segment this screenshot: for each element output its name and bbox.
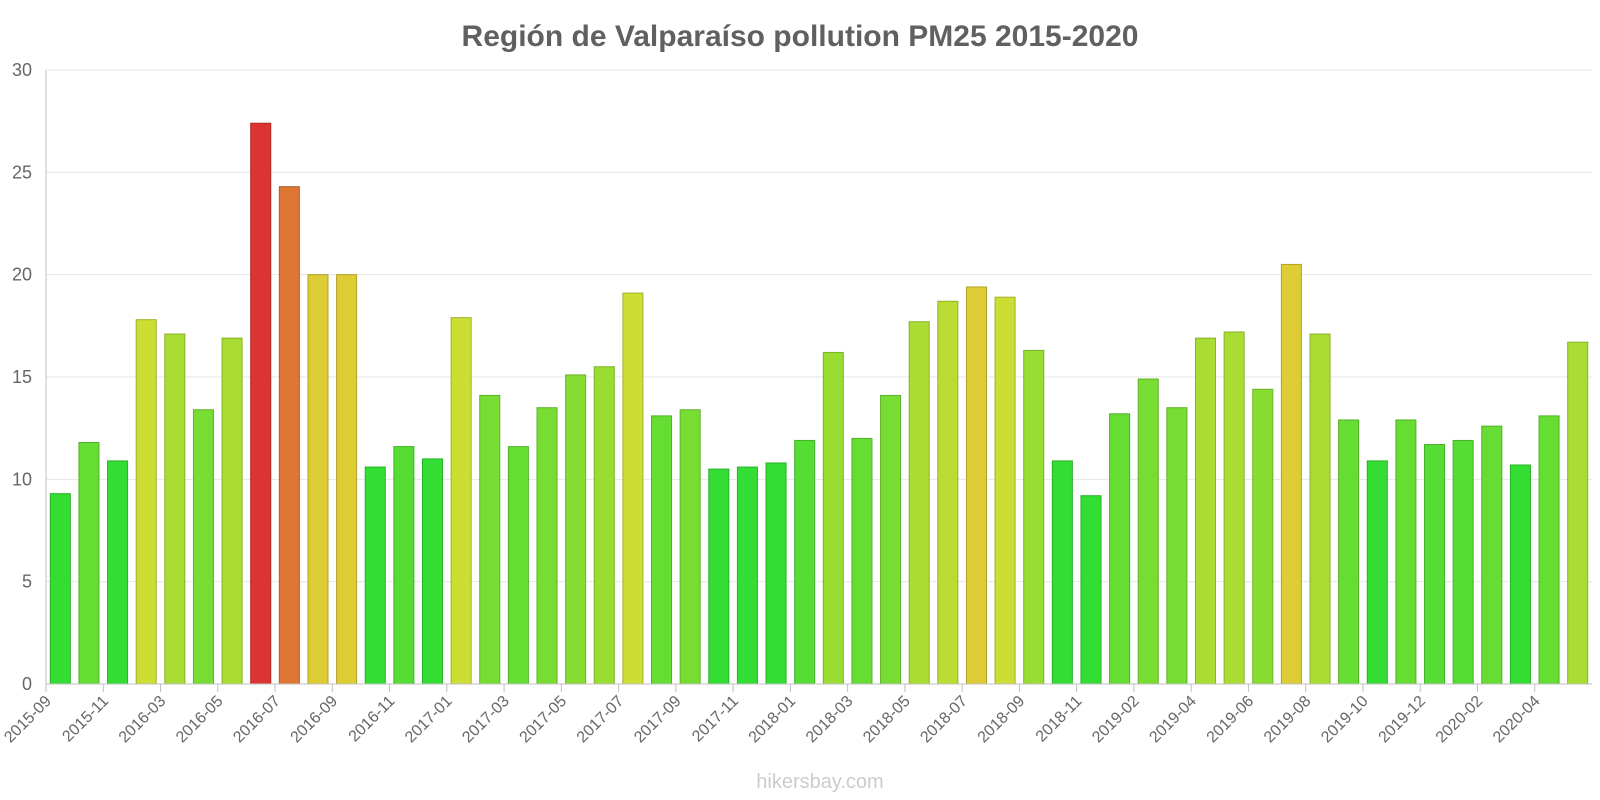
bar-2017-03[interactable]	[507, 446, 529, 685]
bar-2015-11[interactable]	[107, 460, 129, 685]
bar-2018-05[interactable]	[908, 321, 930, 685]
x-tick-label: 2020-02	[1433, 693, 1487, 747]
bar-2017-06[interactable]	[593, 366, 615, 685]
bar-2016-03[interactable]	[164, 333, 186, 685]
bar-2017-10[interactable]	[708, 468, 730, 685]
grid-lines	[46, 69, 1592, 583]
bar-2020-05[interactable]	[1567, 341, 1589, 685]
x-tick-label: 2016-05	[173, 693, 227, 747]
axes	[45, 70, 1592, 685]
x-tick-label: 2019-08	[1261, 693, 1315, 747]
y-tick-label: 25	[12, 162, 32, 182]
x-tick-label: 2019-06	[1204, 693, 1258, 747]
x-tick-label: 2019-04	[1146, 693, 1200, 747]
x-tick-label: 2018-01	[746, 693, 800, 747]
y-axis-ticks: 0 5 10 15 20 25 30	[12, 60, 32, 694]
x-tick-label: 2015-11	[59, 693, 112, 746]
bar-2019-10[interactable]	[1366, 460, 1388, 685]
x-tick-label: 2020-04	[1490, 693, 1544, 747]
x-tick-label: 2015-09	[1, 693, 55, 747]
bars	[49, 122, 1589, 685]
bar-2016-06[interactable]	[250, 122, 272, 685]
x-tick-label: 2018-07	[917, 693, 971, 747]
bar-2018-07[interactable]	[965, 286, 987, 685]
bar-2016-07[interactable]	[278, 186, 300, 685]
bar-2016-09[interactable]	[336, 274, 358, 685]
bar-2017-04[interactable]	[536, 407, 558, 685]
bar-2019-07[interactable]	[1280, 263, 1302, 685]
bar-2016-04[interactable]	[192, 409, 214, 685]
y-tick-label: 0	[22, 674, 32, 694]
bar-2015-09[interactable]	[49, 493, 71, 685]
x-tick-label: 2018-05	[860, 693, 914, 747]
y-tick-label: 20	[12, 265, 32, 285]
x-tick-label: 2019-02	[1089, 693, 1143, 747]
bar-2017-09[interactable]	[679, 409, 701, 685]
y-tick-label: 10	[12, 469, 32, 489]
x-tick-label: 2017-05	[517, 693, 571, 747]
x-tick-label: 2018-11	[1033, 693, 1086, 746]
bar-2017-07[interactable]	[622, 292, 644, 685]
x-tick-label: 2017-03	[459, 693, 513, 747]
x-tick-label: 2019-10	[1318, 693, 1372, 747]
bar-2019-12[interactable]	[1424, 444, 1446, 685]
bar-2016-12[interactable]	[421, 458, 444, 685]
bar-2020-03[interactable]	[1509, 464, 1531, 685]
bar-2017-12[interactable]	[765, 462, 787, 685]
bar-2018-11[interactable]	[1080, 495, 1102, 685]
x-tick-label: 2017-07	[574, 693, 628, 747]
bar-2019-03[interactable]	[1166, 407, 1188, 685]
bar-2019-05[interactable]	[1223, 331, 1245, 685]
bar-2015-12[interactable]	[135, 319, 157, 685]
bar-2018-10[interactable]	[1051, 460, 1073, 685]
bar-2019-04[interactable]	[1194, 337, 1217, 685]
bar-2016-08[interactable]	[307, 274, 329, 685]
bar-2018-06[interactable]	[937, 300, 959, 685]
y-tick-label: 5	[22, 572, 32, 592]
x-tick-label: 2017-11	[689, 693, 742, 746]
bar-2019-02[interactable]	[1137, 378, 1159, 685]
bar-2019-09[interactable]	[1338, 419, 1360, 685]
x-axis-ticks: 2015-09 2015-11 2016-03 2016-05 2016-07 2016-…	[1, 684, 1544, 747]
bar-2019-11[interactable]	[1395, 419, 1417, 685]
watermark: hikersbay.com	[756, 771, 883, 793]
bar-2018-12[interactable]	[1109, 413, 1131, 685]
x-tick-label: 2016-07	[230, 693, 284, 747]
bar-2018-02[interactable]	[822, 351, 844, 685]
x-tick-label: 2017-09	[631, 693, 685, 747]
x-tick-label: 2016-11	[346, 693, 399, 746]
bar-2015-10[interactable]	[78, 441, 100, 685]
bar-2018-09[interactable]	[1023, 349, 1045, 685]
y-tick-label: 30	[12, 60, 32, 80]
x-tick-label: 2018-09	[975, 693, 1029, 747]
bar-2018-08[interactable]	[994, 296, 1016, 685]
bar-2016-10[interactable]	[364, 466, 386, 685]
bar-2016-05[interactable]	[221, 337, 243, 685]
chart-title: Región de Valparaíso pollution PM25 2015…	[462, 20, 1139, 53]
bar-2018-03[interactable]	[851, 437, 873, 685]
x-tick-label: 2016-09	[288, 693, 342, 747]
bar-2017-05[interactable]	[565, 374, 587, 685]
bar-2017-11[interactable]	[736, 466, 758, 685]
bar-2019-06[interactable]	[1252, 388, 1274, 685]
bar-2020-01[interactable]	[1452, 439, 1474, 685]
x-tick-label: 2016-03	[116, 693, 170, 747]
bar-2018-04[interactable]	[880, 394, 902, 685]
bar-2019-08[interactable]	[1309, 333, 1331, 685]
bar-2016-11[interactable]	[393, 446, 415, 685]
bar-2017-02[interactable]	[479, 394, 501, 685]
bar-2020-04[interactable]	[1538, 415, 1560, 685]
bar-2017-08[interactable]	[651, 415, 673, 685]
y-tick-label: 15	[12, 367, 32, 387]
bar-2018-01[interactable]	[794, 439, 816, 685]
bar-2020-02[interactable]	[1481, 425, 1503, 685]
bar-2017-01[interactable]	[450, 317, 472, 685]
x-tick-label: 2018-03	[803, 693, 857, 747]
x-tick-label: 2019-12	[1376, 693, 1430, 747]
x-tick-label: 2017-01	[402, 693, 456, 747]
